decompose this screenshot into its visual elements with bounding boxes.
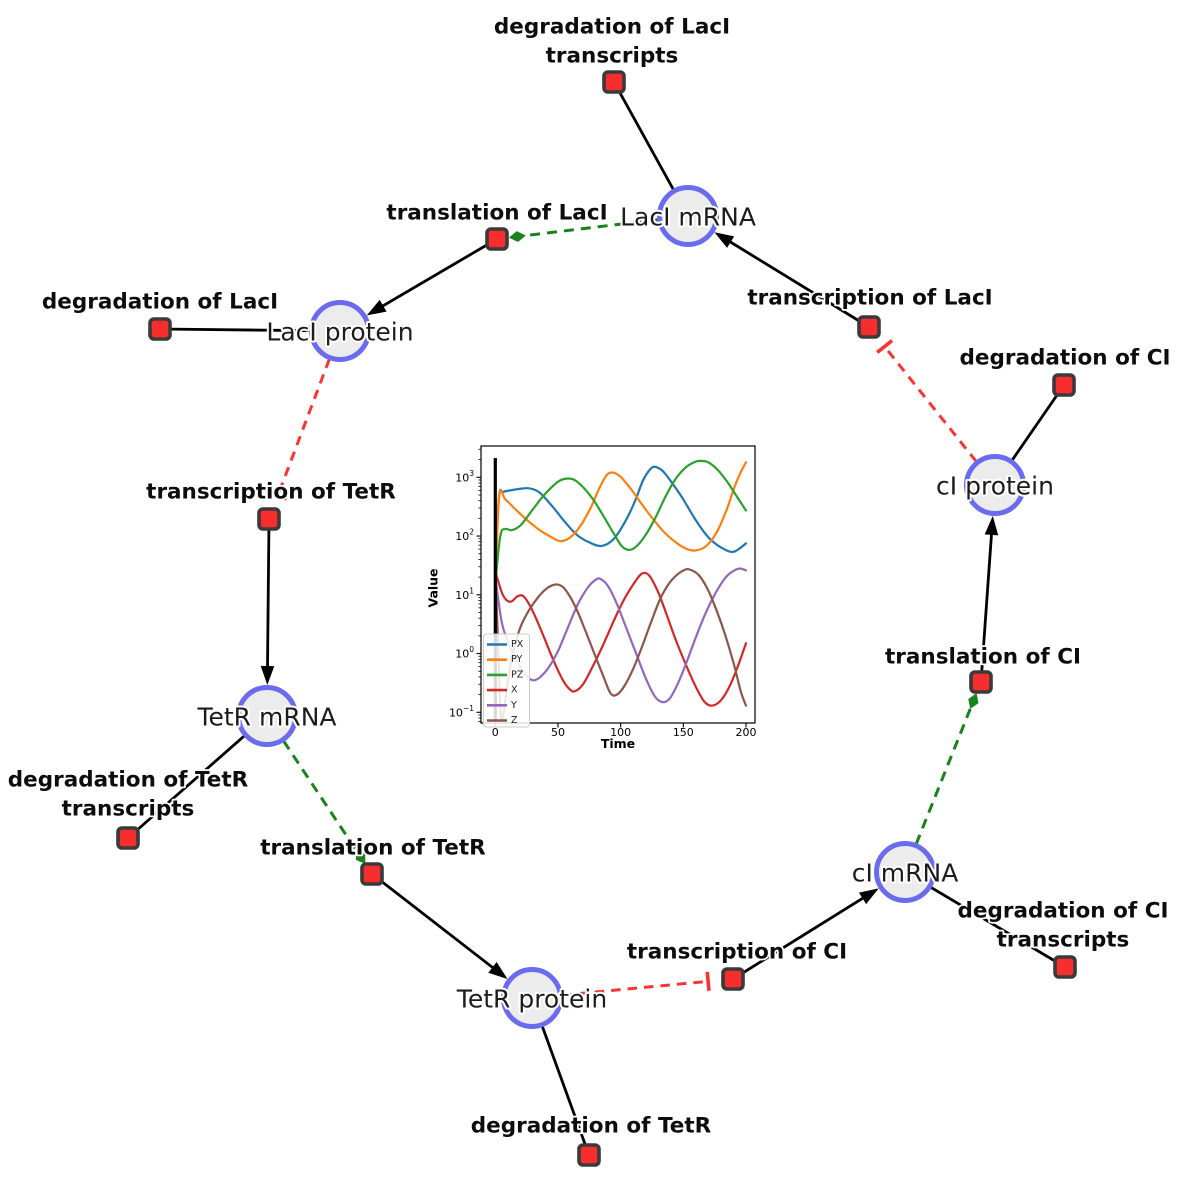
x-tick-label: 100 [610, 726, 631, 739]
reaction-label-transl-tetr: translation of TetR [260, 836, 486, 861]
species-label-tetr-mrna: TetR mRNA [196, 703, 336, 732]
edge-laci-protein-transc-tetr-tee-icon [268, 490, 288, 501]
reaction-label-deg-laci: degradation of LacI [42, 290, 278, 315]
reaction-node-deg-laci[interactable] [148, 317, 172, 341]
species-node-laci-mrna[interactable] [657, 185, 719, 247]
legend-label-X: X [511, 685, 518, 696]
chart-series-PY [494, 461, 748, 596]
reaction-label-transc-laci: transcription of LacI [747, 286, 992, 311]
reaction-label-deg-laci-tx-line2: transcripts [546, 44, 679, 69]
reaction-node-transl-ci[interactable] [969, 670, 993, 694]
reaction-node-transc-tetr[interactable] [257, 507, 281, 531]
species-label-ci-protein: cI protein [936, 472, 1054, 501]
reaction-node-deg-ci-tx[interactable] [1053, 955, 1077, 979]
edge-laci-mrna-transl-laci-diamond-icon [508, 231, 526, 243]
edge-ci-mrna-deg-ci-tx [904, 870, 1066, 969]
chart-y-axis-label: Value [425, 568, 441, 608]
reaction-node-deg-tetr-tx[interactable] [116, 826, 140, 850]
edge-ci-protein-transc-laci-tee-icon [876, 339, 894, 354]
edge-ci-mrna-transl-ci [914, 708, 972, 845]
species-node-tetr-mrna[interactable] [236, 685, 298, 747]
reaction-label-deg-tetr: degradation of TetR [471, 1114, 712, 1139]
chart-series-PX [494, 465, 748, 564]
chart-series-X [494, 570, 748, 707]
edge-tetr-protein-transc-ci [561, 979, 709, 997]
species-label-laci-mrna: LacI mRNA [620, 203, 756, 232]
chart-legend-box [483, 633, 530, 728]
reaction-node-transl-tetr[interactable] [360, 862, 384, 886]
legend-label-PZ: PZ [511, 669, 524, 680]
edge-transl-laci-laci-protein [377, 237, 498, 310]
y-tick-label: 100 [455, 645, 474, 661]
reaction-node-transl-laci[interactable] [485, 227, 509, 251]
chart-series-PZ [494, 459, 748, 586]
reaction-label-transc-tetr: transcription of TetR [146, 480, 396, 505]
edge-tetr-mrna-transl-tetr-diamond-icon [355, 849, 366, 865]
edge-transl-laci-laci-protein-arrowhead-icon [366, 299, 387, 316]
x-tick-label: 50 [551, 726, 565, 739]
embedded-chart: 0 50 100 150 200 10−1 100 101 102 103 PX PY PZ XYZ [425, 430, 775, 775]
edge-heads-layer [260, 231, 999, 991]
chart-frame [480, 445, 756, 724]
edge-transc-ci-ci-mrna [732, 894, 869, 981]
edge-laci-protein-transc-tetr [276, 358, 331, 497]
reaction-label-transl-laci: translation of LacI [386, 201, 607, 226]
y-tick-label: 10−1 [449, 703, 474, 719]
edge-transl-tetr-tetr-protein-arrowhead-icon [488, 961, 508, 980]
edge-transl-ci-ci-protein-arrowhead-icon [984, 515, 999, 536]
labels-layer: LacI mRNA LacI protein TetR mRNA TetR prote… [6, 13, 1172, 1141]
x-tick-label: 200 [736, 726, 757, 739]
edge-tetr-mrna-transl-tetr [282, 740, 358, 851]
reaction-node-deg-ci[interactable] [1052, 373, 1076, 397]
edge-ci-protein-transc-laci [883, 345, 978, 463]
reaction-label-deg-ci-tx-line1: degradation of CI [958, 899, 1169, 924]
reaction-label-deg-tetr-tx-line1: degradation of TetR [8, 768, 249, 793]
y-tick-label: 101 [455, 586, 474, 602]
reaction-label-deg-ci: degradation of CI [960, 346, 1171, 371]
x-tick-label: 0 [492, 726, 499, 739]
reaction-label-transl-ci: translation of CI [885, 645, 1081, 670]
reaction-label-transc-ci: transcription of CI [627, 940, 847, 965]
species-node-laci-protein[interactable] [309, 300, 371, 362]
reaction-node-deg-tetr[interactable] [577, 1143, 601, 1167]
legend-label-Z: Z [511, 715, 518, 726]
species-label-tetr-protein: TetR protein [456, 985, 607, 1014]
y-tick-label: 103 [455, 468, 474, 484]
species-node-tetr-protein[interactable] [501, 967, 563, 1029]
edges-layer [127, 81, 1066, 1156]
edge-transl-ci-ci-protein [979, 528, 994, 683]
y-tick-label: 102 [455, 527, 474, 543]
edge-transc-laci-laci-mrna [724, 237, 870, 329]
species-label-ci-mrna: cI mRNA [852, 859, 959, 888]
species-label-laci-protein: LacI protein [266, 318, 413, 347]
edge-transc-tetr-tetr-mrna-arrowhead-icon [260, 665, 275, 686]
reaction-label-deg-laci-tx-line1: degradation of LacI [494, 15, 730, 40]
reaction-label-deg-ci-tx-line2: transcripts [997, 928, 1130, 953]
x-tick-label: 150 [673, 726, 694, 739]
chart-x-axis-label: Time [600, 736, 636, 751]
edge-transc-ci-ci-mrna-arrowhead-icon [858, 888, 879, 905]
edge-transl-tetr-tetr-protein [371, 872, 499, 973]
edge-laci-mrna-transl-laci [525, 218, 659, 238]
edge-ci-mrna-transl-ci-diamond-icon [968, 693, 979, 709]
legend-label-PY: PY [511, 654, 523, 665]
nodes-layer [116, 70, 1077, 1167]
edge-transc-tetr-tetr-mrna [266, 518, 271, 673]
reaction-node-transc-ci[interactable] [721, 967, 745, 991]
species-node-ci-mrna[interactable] [874, 841, 936, 903]
edge-tetr-protein-transc-ci-tee-icon [705, 971, 711, 991]
edge-transc-laci-laci-mrna-arrowhead-icon [714, 232, 735, 248]
reaction-node-transc-laci[interactable] [857, 315, 881, 339]
species-node-ci-protein[interactable] [964, 454, 1026, 516]
legend-label-PX: PX [511, 639, 524, 650]
reaction-node-deg-laci-tx[interactable] [602, 70, 626, 94]
legend-label-Y: Y [510, 700, 517, 711]
reaction-label-deg-tetr-tx-line2: transcripts [62, 797, 195, 822]
